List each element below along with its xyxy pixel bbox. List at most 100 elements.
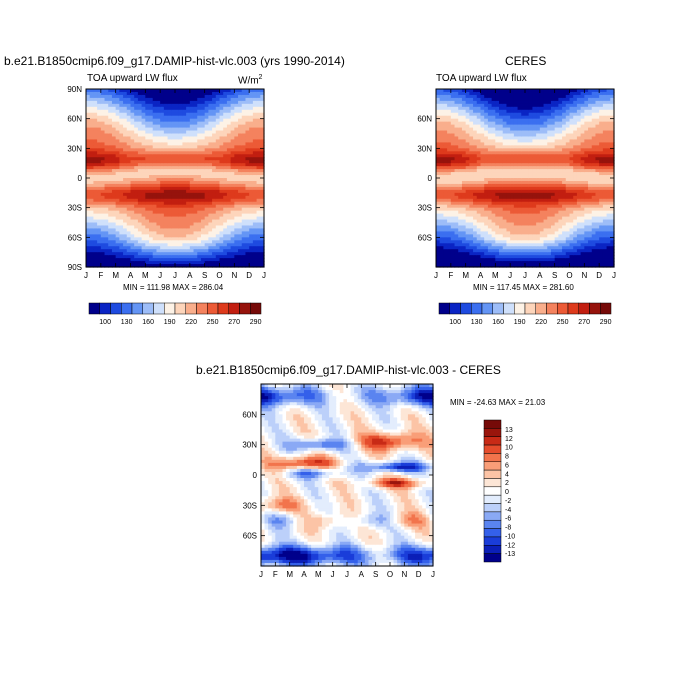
panel-a-cell	[104, 160, 109, 164]
panel-b-cell	[439, 178, 445, 182]
panel-b-cell	[484, 258, 489, 262]
panel-a-cell	[200, 124, 206, 129]
panel-b-cell	[484, 172, 489, 176]
panel-b-cell	[469, 225, 474, 230]
panel-b-cell	[547, 124, 552, 129]
panel-a-cell	[223, 175, 228, 179]
panel-a-cell	[223, 133, 228, 138]
panel-a-cell	[97, 163, 102, 167]
panel-a-cell	[126, 213, 132, 218]
panel-b-cell	[506, 136, 511, 141]
panel-b-cell	[480, 249, 485, 253]
panel-b-cell	[447, 151, 452, 155]
panel-b-cell	[465, 189, 470, 194]
panel-b-cell	[547, 91, 552, 96]
panel-a-cell	[141, 228, 146, 232]
panel-a-cell	[200, 222, 206, 227]
panel-b-cell	[484, 183, 489, 188]
panel-a-cell	[89, 219, 95, 224]
panel-b-cell	[439, 183, 445, 188]
panel-b-cell	[450, 213, 456, 218]
panel-a-cell	[167, 106, 172, 111]
panel-b-cell	[502, 133, 508, 138]
panel-b-cell	[458, 127, 463, 132]
panel-b-cell	[521, 89, 526, 93]
panel-b-cell	[558, 109, 563, 114]
panel-b-cell	[554, 240, 559, 244]
panel-b-cell	[536, 234, 541, 238]
panel-b-cell	[532, 195, 537, 200]
panel-a-cell	[212, 225, 217, 230]
panel-a-cell	[178, 89, 184, 93]
panel-a-cell	[223, 228, 228, 232]
panel-a-cell	[230, 112, 235, 117]
panel-a-cell	[167, 124, 172, 129]
panel-b-cell	[554, 201, 559, 206]
panel-a-cell	[204, 225, 209, 230]
panel-a-cell	[111, 219, 117, 224]
panel-a-cell	[249, 264, 254, 268]
panel-a-cell	[86, 198, 91, 203]
panel-a-cell	[156, 240, 161, 244]
panel-a-cell	[226, 186, 232, 191]
panel-a-cell	[97, 225, 102, 230]
panel-b-cell	[550, 207, 556, 212]
panel-a-cell	[100, 246, 106, 250]
panel-a-cell	[189, 139, 195, 143]
panel-b-cell	[439, 207, 445, 212]
panel-b-cell	[484, 130, 489, 135]
panel-b-cell	[487, 216, 493, 221]
panel-a-cell	[149, 148, 154, 152]
panel-a-cell	[193, 151, 198, 155]
panel-b-cell	[510, 240, 515, 244]
panel-a-cell	[238, 103, 243, 108]
panel-b-cell	[465, 106, 470, 111]
panel-a-cell	[238, 222, 243, 227]
panel-a-cell	[145, 222, 150, 227]
panel-a-cell	[215, 121, 221, 126]
panel-b-cell	[454, 228, 459, 232]
panel-a-cell	[149, 255, 154, 259]
panel-a-cell	[108, 246, 113, 250]
panel-b-cell	[532, 204, 537, 209]
panel-a-cell	[241, 97, 247, 102]
panel-a-units-sup: 2	[258, 74, 263, 81]
panel-b-cell	[461, 89, 467, 93]
panel-a-cell	[89, 103, 95, 108]
panel-b-cell	[510, 225, 515, 230]
panel-a-cell	[245, 115, 250, 120]
panel-a-cell	[193, 231, 198, 235]
panel-a-cell	[126, 148, 132, 152]
panel-a-cell	[208, 169, 213, 173]
panel-b-cell	[487, 89, 493, 93]
panel-b-cell	[495, 180, 500, 185]
panel-a-cell	[137, 186, 143, 191]
panel-a-cell	[212, 204, 217, 209]
panel-b-cell	[439, 195, 445, 200]
panel-a-cell	[208, 142, 213, 146]
panel-b-cell	[543, 234, 548, 238]
panel-a-cell	[111, 118, 117, 123]
panel-a-cell	[249, 100, 254, 105]
panel-b-cell	[458, 258, 463, 262]
panel-a-cell	[152, 151, 158, 155]
panel-b-cell	[458, 121, 463, 126]
panel-a-cell	[178, 100, 184, 105]
panel-b-cell	[465, 97, 470, 102]
panel-b-cell	[506, 216, 511, 221]
panel-a-cell	[186, 178, 191, 182]
panel-b-cell	[487, 195, 493, 200]
panel-a-cell	[137, 255, 143, 259]
panel-a-cell	[97, 175, 102, 179]
panel-b-cell	[528, 151, 534, 155]
panel-b-cell	[487, 237, 493, 241]
panel-a-cell	[189, 258, 195, 262]
panel-a-cell	[234, 160, 239, 164]
panel-a-cell	[189, 204, 195, 209]
panel-b-cell	[487, 175, 493, 179]
panel-b-cell	[521, 139, 526, 143]
panel-b-cell	[461, 148, 467, 152]
panel-b-cell	[506, 252, 511, 256]
panel-b-cell	[484, 234, 489, 238]
panel-a-cell	[89, 243, 95, 247]
